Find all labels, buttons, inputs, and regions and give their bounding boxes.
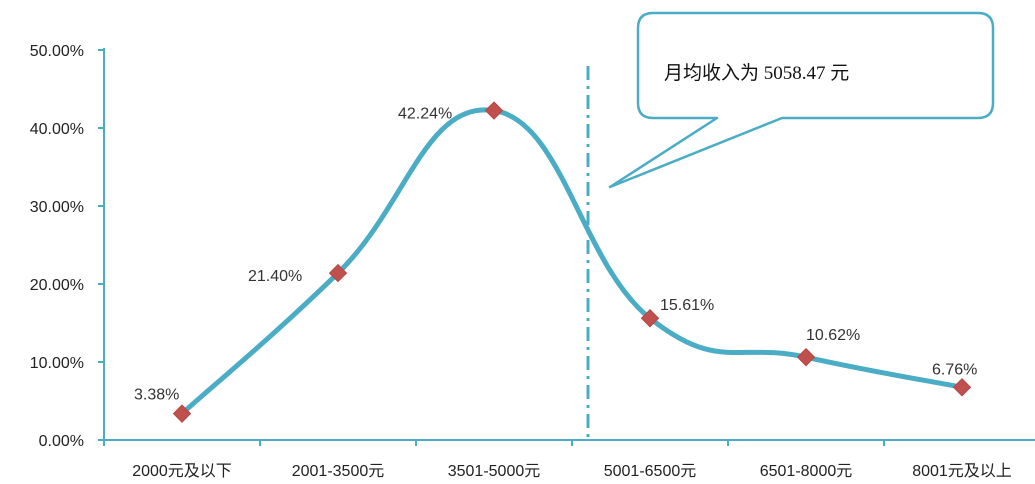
x-tick-label: 3501-5000元 [448,463,541,480]
data-point-marker [328,263,348,283]
series-line [179,107,965,417]
y-tick-label: 0.00% [39,433,84,450]
data-label: 10.62% [806,327,860,344]
data-point-marker [952,378,972,397]
data-labels: 3.38% 21.40% 42.24% 15.61% 10.62% 6.76% [134,106,977,404]
data-markers [172,101,972,423]
annotation-callout [608,11,995,189]
y-tick-label: 40.00% [30,121,84,138]
x-axis-ticks: 2000元及以下 2001-3500元 3501-5000元 5001-6500元 65… [103,440,1012,480]
data-label: 42.24% [398,106,452,123]
annotation-text: 月均收入为 5058.47 元 [664,62,849,84]
data-label: 21.40% [248,268,302,285]
y-axis-ticks: 0.00% 10.00% 20.00% 30.00% 40.00% 50.00% [30,43,104,450]
data-point-marker [640,309,660,328]
data-label: 3.38% [134,387,179,404]
y-tick-label: 50.00% [30,43,84,60]
data-label: 6.76% [932,361,977,378]
y-tick-label: 20.00% [30,277,84,294]
y-tick-label: 10.00% [30,355,84,372]
x-tick-label: 5001-6500元 [604,463,697,480]
x-tick-label: 6501-8000元 [760,463,853,480]
data-label: 15.61% [660,297,714,314]
x-tick-label: 2000元及以下 [132,463,232,480]
data-point-marker [484,101,504,120]
y-tick-label: 30.00% [30,199,84,216]
x-tick-label: 8001元及以上 [912,462,1012,480]
data-point-marker [172,404,192,423]
data-point-marker [796,347,816,367]
x-tick-label: 2001-3500元 [292,463,385,480]
